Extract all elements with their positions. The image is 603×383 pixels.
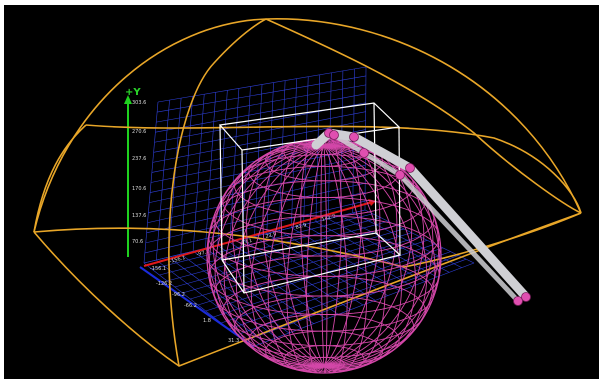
y-tick-label: 170.6 <box>132 186 146 192</box>
y-axis-tick-labels: 303.6 270.6 237.6 170.6 137.6 70.6 <box>132 100 146 245</box>
x-tick-label: -156.1 <box>169 255 186 265</box>
x-axis-line <box>143 200 377 267</box>
y-tick-label: 270.6 <box>132 129 146 135</box>
z-tick-label: -156.1 <box>150 266 166 272</box>
arm-joint <box>359 148 369 158</box>
bounding-box <box>218 102 402 294</box>
y-axis-arrow-icon <box>124 95 132 104</box>
x-tick-label: 22.9 <box>265 231 277 240</box>
arm-joint <box>513 296 523 306</box>
arm-joint <box>395 170 405 180</box>
y-axis-label: +Y <box>125 87 141 98</box>
arm-joint <box>405 163 415 173</box>
y-tick-label: 70.6 <box>132 239 143 245</box>
z-tick-label: -126.2 <box>156 281 172 287</box>
arm-joint <box>521 292 531 302</box>
z-tick-label: 31.3 <box>228 338 239 344</box>
y-tick-label: 303.6 <box>132 100 146 106</box>
y-tick-label: 137.6 <box>132 213 146 219</box>
z-axis-line <box>139 266 255 348</box>
robot-arm <box>311 128 531 306</box>
scene-canvas[interactable]: +Y 303.6 270.6 237.6 170.6 137.6 70.6 -1… <box>4 5 599 379</box>
z-tick-label: -66.2 <box>184 303 197 309</box>
x-tick-label: -97.1 <box>196 249 210 258</box>
arm-joint <box>329 130 339 140</box>
x-tick-label: -37.1 <box>239 238 253 247</box>
y-tick-label: 237.6 <box>132 156 146 162</box>
3d-viewport[interactable]: +Y 303.6 270.6 237.6 170.6 137.6 70.6 -1… <box>4 5 599 379</box>
x-tick-label: 142.9 <box>321 213 336 223</box>
workspace-sphere <box>206 138 442 374</box>
arm-joint <box>349 132 359 142</box>
z-axis-tick-labels: -156.1 -126.2 -96.2 -66.2 1.8 31.3 <box>150 266 239 344</box>
z-tick-label: -96.2 <box>172 292 185 298</box>
z-tick-label: 1.8 <box>203 318 211 324</box>
